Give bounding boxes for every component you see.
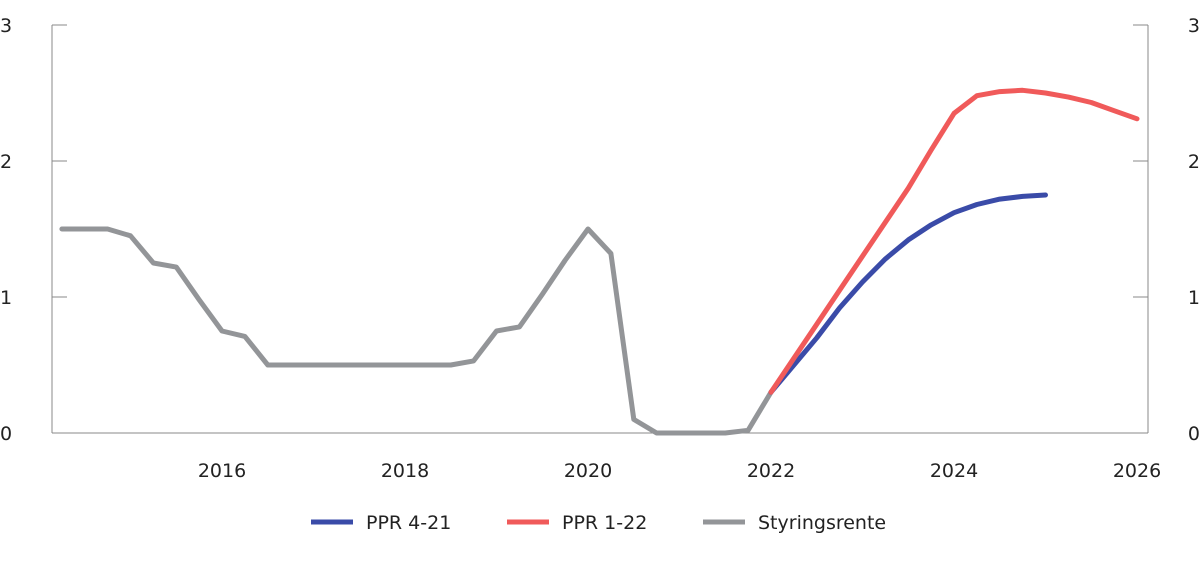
series-line-ppr-4-21 bbox=[768, 192, 1048, 395]
series-line-styringsrente bbox=[59, 226, 774, 436]
y-tick-label-right: 3 bbox=[1188, 15, 1200, 37]
series-lines bbox=[59, 87, 1140, 436]
axes: 0 0 1 1 2 2 3 3 2016 2018 2020 2022 2024 2026 bbox=[0, 15, 1200, 482]
y-tick-label-left: 0 bbox=[0, 423, 12, 445]
legend-item: PPR 1-22 bbox=[507, 512, 647, 534]
y-tick-label-left: 3 bbox=[0, 15, 12, 37]
legend-item: Styringsrente bbox=[703, 512, 886, 534]
legend-label: PPR 1-22 bbox=[562, 512, 647, 534]
legend-label: PPR 4-21 bbox=[366, 512, 451, 534]
y-tick-label-right: 2 bbox=[1188, 151, 1200, 173]
x-tick-label: 2018 bbox=[381, 460, 429, 482]
x-tick-label: 2026 bbox=[1113, 460, 1161, 482]
x-tick-label: 2016 bbox=[198, 460, 246, 482]
legend-item: PPR 4-21 bbox=[311, 512, 451, 534]
y-tick-label-right: 0 bbox=[1188, 423, 1200, 445]
y-tick-label-left: 1 bbox=[0, 287, 12, 309]
legend: PPR 4-21 PPR 1-22 Styringsrente bbox=[311, 512, 886, 534]
y-tick-label-right: 1 bbox=[1188, 287, 1200, 309]
x-tick-label: 2022 bbox=[747, 460, 795, 482]
y-tick-label-left: 2 bbox=[0, 151, 12, 173]
x-tick-label: 2020 bbox=[564, 460, 612, 482]
series-line-ppr-1-22 bbox=[768, 87, 1140, 395]
legend-label: Styringsrente bbox=[758, 512, 886, 534]
x-tick-label: 2024 bbox=[930, 460, 978, 482]
